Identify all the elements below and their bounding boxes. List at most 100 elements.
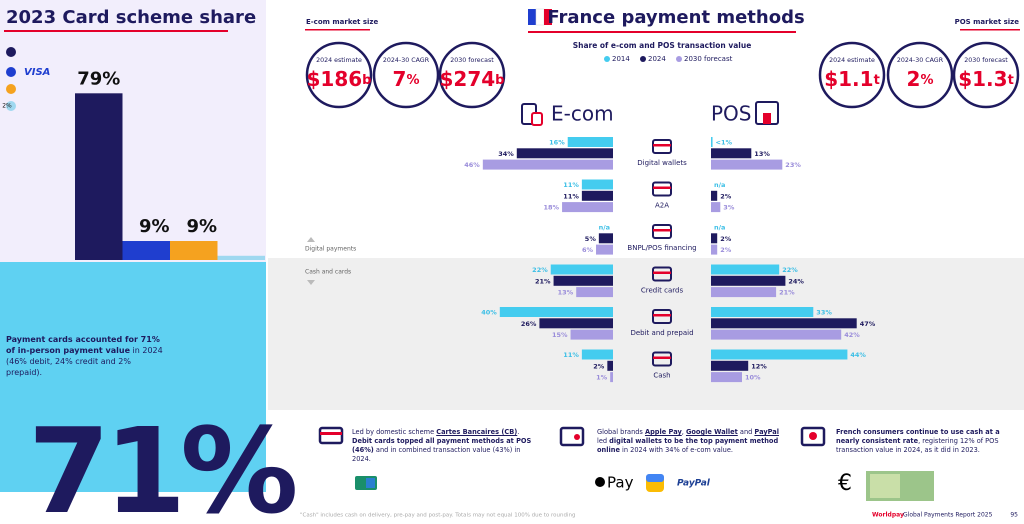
bar — [711, 148, 752, 159]
stat-value: $186b — [307, 67, 372, 91]
statement: in 2024 (46% debit, 24% credit and 2% pr… — [6, 346, 163, 377]
stat-circle — [818, 41, 886, 109]
note-text: Led by domestic scheme — [352, 428, 437, 436]
category-icon — [653, 356, 671, 359]
stat-circle — [305, 41, 373, 109]
value-label: 24% — [788, 277, 804, 285]
value-label: 42% — [844, 331, 860, 339]
bar — [581, 179, 613, 190]
legend-label: 2030 forecast — [684, 55, 733, 63]
apple-logo — [595, 477, 605, 487]
note: Led by domestic scheme Cartes Bancaires … — [352, 428, 537, 464]
value-label: <1% — [716, 139, 733, 147]
note-text: Global brands — [597, 428, 645, 436]
stat-value: $1.3t — [958, 67, 1014, 91]
bar — [581, 349, 613, 360]
value-label: 21% — [535, 277, 551, 285]
stat-label: 2030 forecast — [450, 57, 494, 64]
stat-label: 2024-30 CAGR — [897, 57, 944, 64]
value-label: 5% — [585, 235, 597, 243]
wallet-icon — [574, 434, 580, 440]
bar — [75, 93, 123, 260]
note-text: led — [597, 437, 610, 445]
stat-label: 2024 estimate — [829, 57, 875, 64]
value-label: 3% — [723, 204, 735, 212]
stat-number: 2 — [907, 67, 921, 91]
stat-unit: b — [362, 73, 371, 88]
value-label: 18% — [543, 204, 559, 212]
legend-swatch — [6, 84, 16, 94]
value-label: 1% — [596, 374, 608, 382]
bar — [711, 190, 718, 201]
legend-swatch — [6, 47, 16, 57]
cash-icon — [809, 432, 817, 440]
note-text: Debit cards topped all payment methods a… — [352, 437, 532, 454]
note-text: in 2024 with 34% of e-com value. — [619, 446, 734, 454]
stat-unit: % — [406, 73, 419, 88]
bar — [610, 372, 613, 383]
category-icon — [653, 314, 671, 317]
category-icon — [653, 271, 671, 274]
value-label: 44% — [850, 351, 866, 359]
stat-unit: t — [874, 73, 880, 88]
bar — [581, 190, 613, 201]
panel-title: POS — [711, 102, 752, 126]
stat-value: $274b — [440, 67, 505, 91]
bar — [711, 329, 842, 340]
note-text: digital wallets to be the top payment me… — [597, 437, 779, 454]
pos-market-label: POS market size — [955, 18, 1020, 26]
bar — [711, 202, 721, 213]
card-icon — [318, 426, 344, 445]
bar — [711, 264, 780, 275]
google-wallet-logo — [646, 474, 664, 482]
stat-number: $1.1 — [824, 67, 873, 91]
value-label: 12% — [751, 362, 767, 370]
value-label: 11% — [563, 192, 579, 200]
value-label: 23% — [785, 161, 801, 169]
cards-section-bg — [268, 258, 1024, 410]
value-label: 13% — [558, 289, 574, 297]
stat-number: 7 — [393, 67, 407, 91]
pos-icon — [763, 113, 771, 124]
ecom-icon — [531, 112, 543, 126]
value-label: 2% — [720, 192, 732, 200]
card-icon — [320, 432, 342, 435]
stat-circle — [952, 41, 1020, 109]
note-text: Apple Pay — [644, 428, 682, 436]
value-label: 33% — [816, 309, 832, 317]
value-label: 22% — [782, 266, 798, 274]
statement-bold: Payment cards accounted for 71% of in-pe… — [6, 335, 160, 355]
title-underline — [528, 31, 796, 33]
title-underline — [4, 30, 228, 32]
value-label: 11% — [563, 351, 579, 359]
left-top-panel — [0, 0, 266, 262]
value-label: 34% — [498, 150, 514, 158]
note-text: and in combined transaction value (43%) … — [352, 446, 521, 463]
bar — [567, 137, 613, 147]
flag — [544, 9, 552, 25]
stat-unit: t — [1008, 73, 1014, 88]
stat-circle — [438, 41, 506, 109]
value-label: n/a — [599, 224, 610, 232]
value-label: 26% — [521, 320, 537, 328]
stat-value: 7% — [393, 67, 420, 91]
note: French consumers continue to use cash at… — [836, 428, 1021, 455]
value-label: 46% — [464, 161, 480, 169]
value-label: 47% — [860, 320, 876, 328]
page-number: 95 — [1010, 512, 1018, 519]
bar — [711, 275, 786, 286]
value-label: 22% — [532, 266, 548, 274]
bar — [711, 360, 749, 371]
note-text: , — [681, 428, 686, 436]
group-label: Digital payments — [305, 246, 356, 253]
value-label: 79% — [77, 68, 120, 89]
value-label: 6% — [582, 246, 594, 254]
category-label: Cash — [653, 372, 670, 380]
note-text: and — [737, 428, 755, 436]
paypal-logo: PayPal — [677, 479, 711, 489]
underline — [305, 29, 370, 31]
note: Global brands Apple Pay, Google Wallet a… — [597, 428, 782, 455]
stat-label: 2024 estimate — [316, 57, 362, 64]
flag — [528, 9, 536, 25]
